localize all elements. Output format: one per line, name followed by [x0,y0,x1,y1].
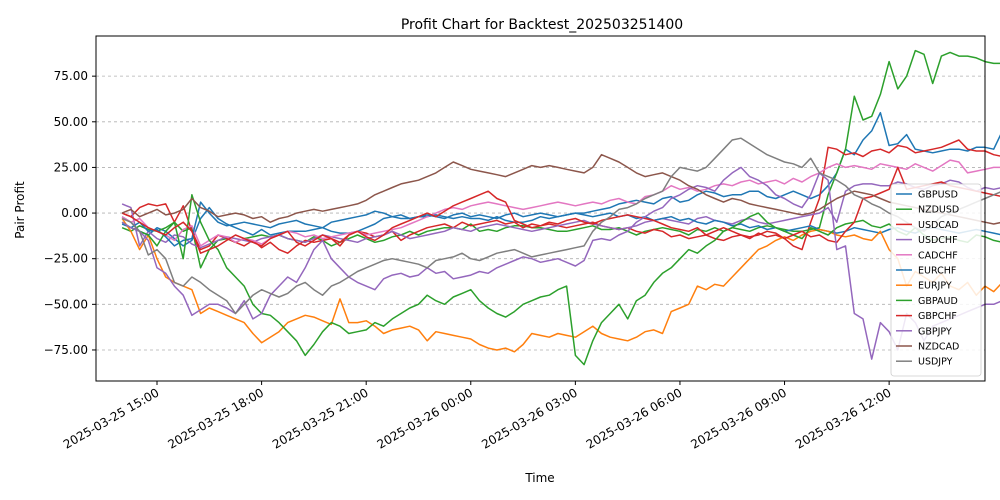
series-line-gbpchf [121,166,1000,254]
series-line-usdcad [121,139,1000,254]
legend: GBPUSD NZDUSD USDCAD USDCHF CADCHF EURCHF EURJ… [890,183,982,377]
x-tick-label: 2025-03-26 03:00 [479,385,580,451]
y-tick-label: −25.00 [44,252,88,266]
x-tick-label: 2025-03-25 18:00 [165,385,266,451]
legend-label: GBPCHF [918,311,957,322]
x-axis-label: Time [524,471,554,485]
y-tick-label: 50.00 [54,115,88,129]
legend-label: USDCHF [918,235,958,246]
x-tick-label: 2025-03-25 21:00 [270,385,371,451]
legend-label: GBPAUD [918,296,958,307]
chart-title: Profit Chart for Backtest_202503251400 [401,17,683,33]
series-line-nzdcad [121,153,1000,225]
legend-frame [890,183,982,377]
legend-label: NZDCAD [918,342,959,353]
x-tick-label: 2025-03-26 00:00 [375,385,476,451]
y-tick-label: 0.00 [61,206,88,220]
x-tick-label: 2025-03-26 09:00 [688,385,789,451]
y-axis-ticks: −75.00 −50.00 −25.00 0.00 25.00 50.00 75.00 [44,69,96,357]
plot-frame [95,35,986,382]
legend-label: GBPJPY [918,326,952,337]
series-line-usdjpy [121,137,1000,315]
series-line-gbpaud [121,194,1000,366]
legend-label: EURJPY [918,281,952,292]
y-tick-label: 75.00 [54,69,88,83]
y-axis-label: Pair Profit [13,181,27,239]
series-line-gbpjpy [121,166,1000,360]
series-line-usdchf [121,179,1000,249]
y-tick-label: −75.00 [44,343,88,357]
x-axis-ticks: 2025-03-25 15:00 2025-03-25 18:00 2025-03-… [61,381,894,452]
legend-label: USDJPY [918,357,953,368]
legend-label: CADCHF [918,250,958,261]
x-tick-label: 2025-03-26 06:00 [584,385,685,451]
legend-label: NZDUSD [918,205,959,216]
x-tick-label: 2025-03-25 15:00 [61,385,162,451]
x-tick-label: 2025-03-26 12:00 [793,385,894,451]
series-line-eurchf [121,201,1000,247]
y-tick-label: −50.00 [44,297,88,311]
y-tick-label: 25.00 [54,160,88,174]
series-line-eurjpy [121,218,1000,353]
series-lines [121,49,1000,366]
legend-label: GBPUSD [918,190,958,201]
series-line-cadchf [121,159,1000,247]
legend-label: EURCHF [918,266,956,277]
legend-label: USDCAD [918,220,959,231]
